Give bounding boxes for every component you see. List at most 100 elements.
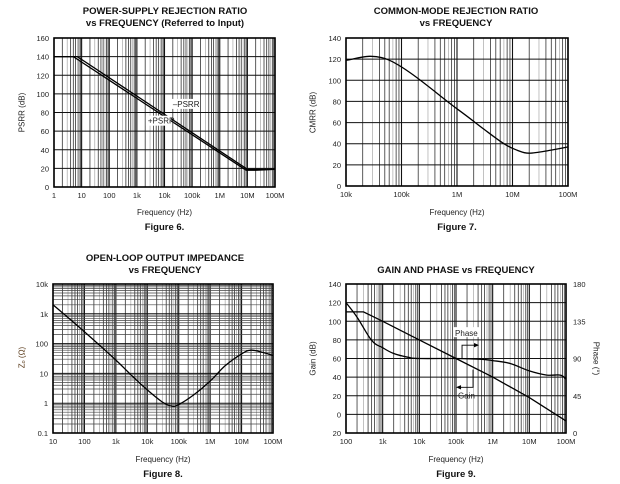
fig6-ytick-label: 0 [45, 183, 49, 192]
figure-9-xlabel: Frequency (Hz) [428, 455, 484, 464]
figure-6-caption: Figure 6. [144, 222, 185, 233]
fig9-annotation-label: Phase [455, 329, 478, 338]
figure-9-title: GAIN AND PHASE vs FREQUENCY [336, 265, 576, 277]
figure-7-caption: Figure 7. [437, 222, 477, 233]
fig9-xtick-label: 100k [448, 437, 465, 446]
figure-6-xlabel: Frequency (Hz) [136, 208, 193, 217]
fig9-xtick-label: 100M [557, 437, 576, 446]
fig6-ytick-label: 140 [36, 53, 49, 62]
fig6-xtick-label: 1 [52, 191, 56, 200]
fig7-xtick-label: 100M [559, 190, 578, 199]
fig9-ytick-label: 60 [333, 355, 341, 364]
fig6-plot-frame [53, 37, 276, 188]
figure-7-title: COMMON-MODE REJECTION RATIO vs FREQUENCY [336, 6, 576, 30]
fig9-ytick-label: 0 [337, 410, 341, 419]
fig9-series-phase-line [345, 302, 567, 380]
fig8-xtick-label: 1k [112, 437, 120, 446]
fig7-ytick-label: 100 [328, 76, 341, 85]
fig9-ytick-label: 140 [328, 280, 341, 289]
fig8-plot-frame [52, 283, 274, 434]
fig7-plot-frame [345, 37, 569, 187]
fig9-ytick-label: 20 [333, 392, 341, 401]
fig9-ytick-label-right: 45 [573, 392, 581, 401]
fig9-ytick-label-right: 0 [573, 429, 577, 438]
fig9-series-gain-line [346, 311, 567, 422]
fig7-xtick-label: 1M [452, 190, 462, 199]
fig8-chart: 10 100 1k 10k 100k 1M 10M 100M 0.1 1 10 100 1k 10k [35, 280, 282, 446]
figure-8-title-line2: vs FREQUENCY [128, 265, 202, 276]
fig9-annotation-label: Gain [458, 391, 475, 400]
fig9-xtick-label: 1k [379, 437, 387, 446]
fig6-xtick-label: 1M [215, 191, 225, 200]
fig6-ytick-label: 40 [41, 146, 49, 155]
figure-8-xlabel: Frequency (Hz) [135, 455, 191, 464]
fig9-xtick-label: 1M [487, 437, 497, 446]
figure-7-title-line1: COMMON-MODE REJECTION RATIO [373, 6, 539, 17]
fig6-chart: 1 10 100 1k 10k 100k 1M 10M 100M 0 20 40 60 80 100 120 1… [36, 34, 284, 200]
fig6-series-psrr-line [54, 55, 276, 171]
fig7-series-cmrr-line [345, 55, 569, 154]
fig6-xtick-label: 10M [240, 191, 255, 200]
fig7-ytick-label: 20 [333, 161, 341, 170]
fig8-xtick-label: 1M [205, 437, 215, 446]
fig8-xtick-label: 10k [141, 437, 153, 446]
fig9-ytick-label: 20 [333, 429, 341, 438]
fig9-xtick-label: 100 [340, 437, 353, 446]
fig7-chart: 10k 100k 1M 10M 100M 0 20 40 60 80 100 120 140 [328, 34, 577, 199]
figure-6-title: POWER-SUPPLY REJECTION RATIO vs FREQUENC… [40, 6, 290, 30]
fig9-ytick-label-right: 135 [573, 317, 586, 326]
figure-8-caption: Figure 8. [143, 469, 183, 480]
fig7-xtick-label: 10k [340, 190, 352, 199]
fig8-ytick-label: 10k [36, 280, 48, 289]
fig9-plot-frame [345, 283, 567, 434]
fig6-xtick-label: 100 [103, 191, 116, 200]
fig9-xtick-label: 10k [413, 437, 425, 446]
fig8-xtick-label: 10 [49, 437, 57, 446]
figure-8-title: OPEN-LOOP OUTPUT IMPEDANCE vs FREQUENCY [40, 253, 290, 277]
fig6-annotation-bg [170, 98, 196, 109]
fig6-annotation-label: +PSRR [148, 117, 175, 126]
fig7-xtick-label: 100k [393, 190, 410, 199]
fig9-annotation-bg [453, 327, 481, 338]
fig7-ytick-label: 0 [337, 182, 341, 191]
fig8-series-zo-line [52, 304, 274, 408]
figure-6-title-line2: vs FREQUENCY (Referred to Input) [85, 18, 245, 29]
fig6-xtick-label: 10k [158, 191, 170, 200]
figure-6-title-line1: POWER-SUPPLY REJECTION RATIO [82, 6, 248, 17]
fig8-ytick-label: 100 [35, 340, 48, 349]
figure-9-caption: Figure 9. [436, 469, 476, 480]
fig9-phase-arrow [461, 344, 477, 359]
fig9-ytick-label: 100 [328, 317, 341, 326]
fig9-ytick-label: 40 [333, 373, 341, 382]
fig9-ytick-label: 120 [328, 299, 341, 308]
fig6-ytick-label: 80 [41, 109, 49, 118]
fig6-ytick-label: 100 [36, 90, 49, 99]
fig6-ytick-label: 60 [41, 127, 49, 136]
fig8-ytick-label: 10 [40, 369, 48, 378]
fig8-ytick-label: 0.1 [38, 429, 48, 438]
figure-8-title-line1: OPEN-LOOP OUTPUT IMPEDANCE [85, 253, 245, 264]
fig8-xtick-label: 10M [234, 437, 249, 446]
fig6-ytick-label: 120 [36, 71, 49, 80]
fig9-xtick-label: 10M [522, 437, 537, 446]
fig7-ytick-label: 140 [328, 34, 341, 43]
fig7-ytick-label: 120 [328, 55, 341, 64]
fig6-xtick-label: 1k [133, 191, 141, 200]
fig6-annotation-bg [145, 115, 171, 126]
fig6-annotation-label: –PSRR [173, 100, 200, 109]
fig9-gain-arrow [459, 369, 474, 388]
fig9-ytick-label-right: 180 [573, 280, 586, 289]
fig9-phase-arrowhead [474, 342, 480, 348]
fig8-xtick-label: 100M [264, 437, 283, 446]
fig6-xtick-label: 100k [184, 191, 201, 200]
fig6-xtick-label: 10 [77, 191, 85, 200]
fig6-ytick-label: 20 [41, 164, 49, 173]
fig8-ytick-label: 1k [40, 310, 48, 319]
fig9-gain-arrowhead [456, 385, 462, 390]
fig8-xtick-label: 100k [171, 437, 188, 446]
fig9-chart: 100 1k 10k 100k 1M 10M 100M 20 0 20 40 60 80 100 120 14… [328, 280, 585, 446]
fig7-ytick-label: 80 [333, 97, 341, 106]
fig7-ytick-label: 60 [333, 119, 341, 128]
figure-7-title-line2: vs FREQUENCY [419, 18, 493, 29]
